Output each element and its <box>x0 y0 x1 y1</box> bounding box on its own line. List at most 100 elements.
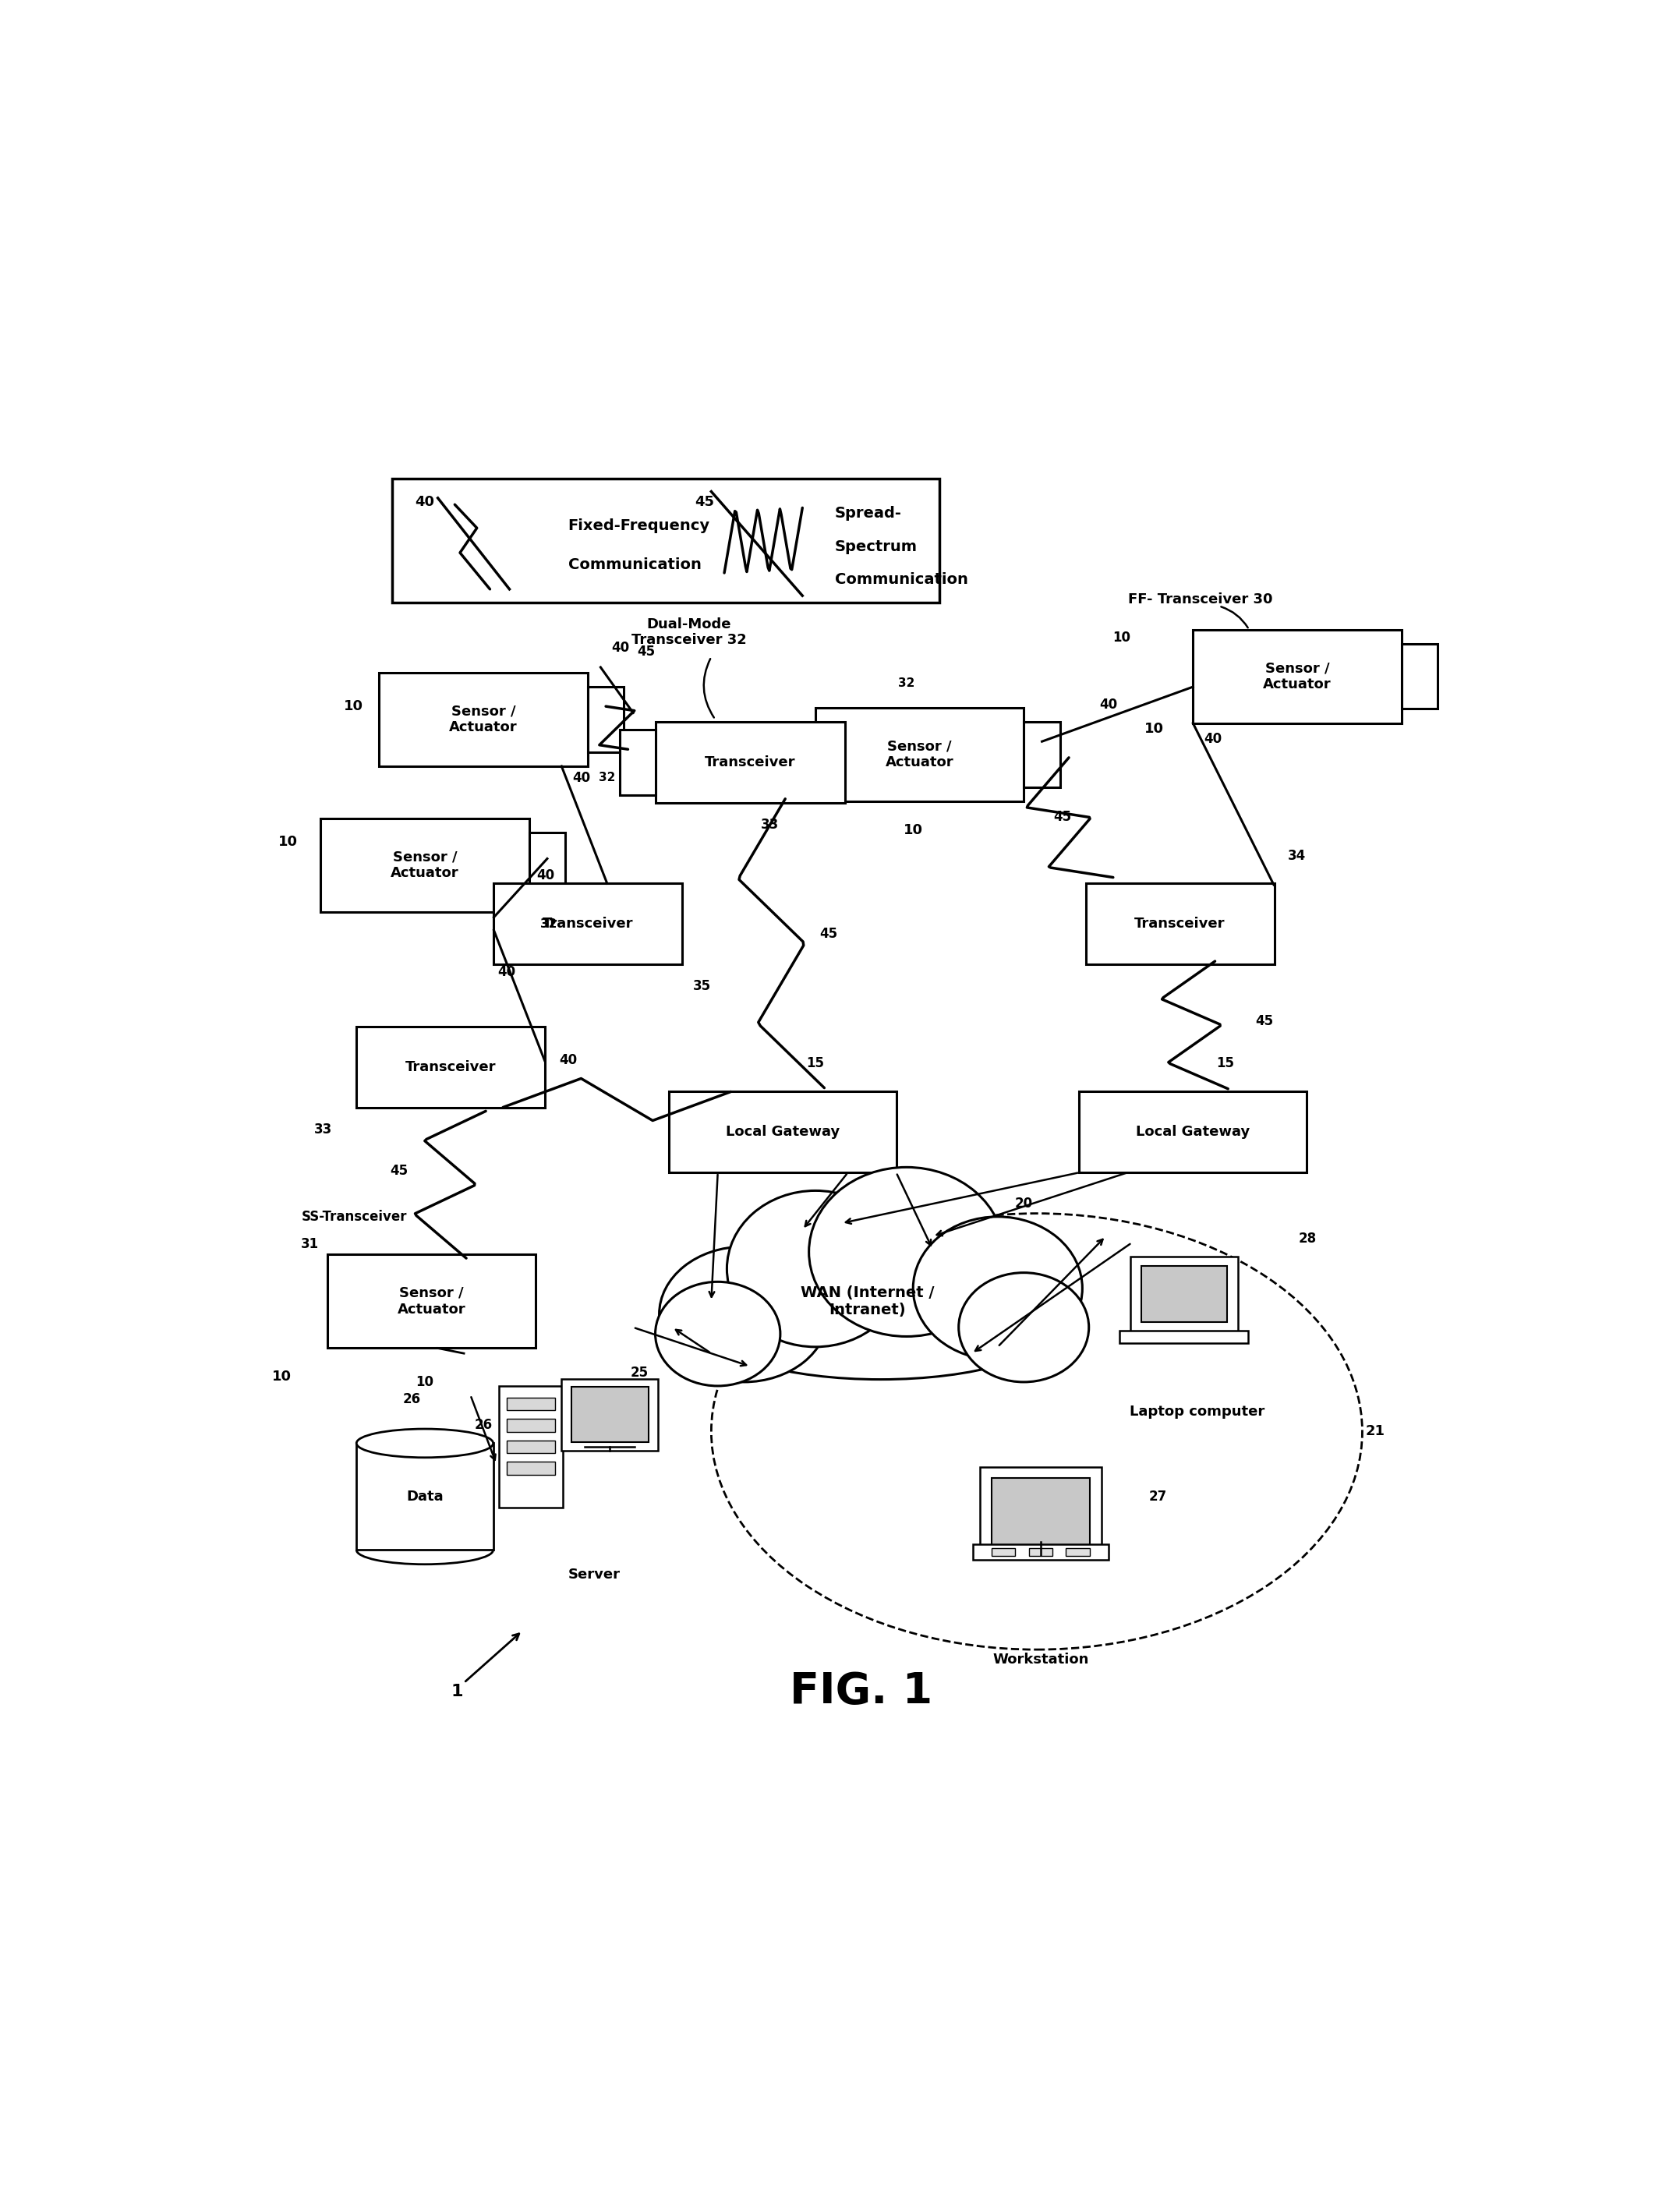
Ellipse shape <box>808 1167 1005 1337</box>
Text: 26: 26 <box>403 1392 420 1405</box>
Ellipse shape <box>659 1248 828 1383</box>
Text: 33: 33 <box>314 1123 333 1136</box>
Text: 10: 10 <box>1112 629 1131 645</box>
Text: Local Gateway: Local Gateway <box>1136 1125 1250 1138</box>
FancyBboxPatch shape <box>494 883 682 964</box>
Text: 25: 25 <box>630 1366 648 1381</box>
Text: Local Gateway: Local Gateway <box>726 1125 840 1138</box>
FancyBboxPatch shape <box>321 819 529 911</box>
Text: 27: 27 <box>1149 1490 1168 1503</box>
FancyBboxPatch shape <box>529 832 566 898</box>
Text: 10: 10 <box>272 1370 291 1383</box>
Text: 40: 40 <box>415 496 435 509</box>
Ellipse shape <box>808 1167 1005 1337</box>
FancyBboxPatch shape <box>1028 1547 1053 1556</box>
Text: 10: 10 <box>1144 721 1164 736</box>
Text: 34: 34 <box>1289 850 1307 863</box>
Text: 32: 32 <box>541 918 556 929</box>
FancyBboxPatch shape <box>499 1385 563 1508</box>
FancyBboxPatch shape <box>1067 1547 1090 1556</box>
Ellipse shape <box>655 1283 780 1385</box>
FancyBboxPatch shape <box>991 1547 1015 1556</box>
Text: 45: 45 <box>696 496 714 509</box>
Text: 32: 32 <box>598 771 615 784</box>
Ellipse shape <box>959 1272 1089 1383</box>
Text: Workstation: Workstation <box>993 1652 1089 1667</box>
Text: 1: 1 <box>452 1685 464 1700</box>
Text: Transceiver: Transceiver <box>706 756 796 769</box>
Text: FIG. 1: FIG. 1 <box>790 1672 932 1713</box>
Ellipse shape <box>727 1191 904 1346</box>
FancyBboxPatch shape <box>1079 1092 1307 1173</box>
Text: 45: 45 <box>1255 1014 1273 1029</box>
Text: Spread-: Spread- <box>835 505 902 520</box>
FancyBboxPatch shape <box>1085 883 1275 964</box>
FancyBboxPatch shape <box>1119 1331 1248 1344</box>
Text: 31: 31 <box>301 1237 319 1252</box>
Text: Sensor /
Actuator: Sensor / Actuator <box>391 850 459 881</box>
FancyBboxPatch shape <box>588 686 623 752</box>
FancyBboxPatch shape <box>507 1398 554 1409</box>
Text: 45: 45 <box>820 926 837 942</box>
Text: 26: 26 <box>474 1418 492 1431</box>
Text: 21: 21 <box>1366 1425 1384 1438</box>
Text: 15: 15 <box>1216 1055 1235 1071</box>
FancyBboxPatch shape <box>979 1468 1102 1556</box>
Text: 45: 45 <box>1053 811 1072 824</box>
FancyBboxPatch shape <box>507 1440 554 1453</box>
Text: Server: Server <box>568 1567 620 1582</box>
Text: Sensor /
Actuator: Sensor / Actuator <box>449 704 517 734</box>
FancyBboxPatch shape <box>380 673 588 767</box>
Text: 10: 10 <box>343 699 363 712</box>
FancyBboxPatch shape <box>815 708 1023 802</box>
FancyBboxPatch shape <box>1141 1265 1226 1322</box>
FancyBboxPatch shape <box>507 1462 554 1475</box>
Text: SS-Transceiver: SS-Transceiver <box>301 1210 407 1224</box>
Text: 40: 40 <box>538 870 554 883</box>
FancyBboxPatch shape <box>1401 645 1438 708</box>
Polygon shape <box>356 1444 494 1549</box>
Text: Sensor /
Actuator: Sensor / Actuator <box>396 1287 465 1315</box>
Text: Data: Data <box>407 1490 444 1503</box>
FancyBboxPatch shape <box>991 1477 1090 1545</box>
Ellipse shape <box>727 1191 904 1346</box>
Ellipse shape <box>959 1272 1089 1383</box>
Text: WAN (Internet /
Intranet): WAN (Internet / Intranet) <box>801 1285 934 1318</box>
Text: 40: 40 <box>497 966 516 979</box>
FancyBboxPatch shape <box>655 721 845 802</box>
Text: 45: 45 <box>390 1165 408 1178</box>
Text: 10: 10 <box>904 824 922 837</box>
Ellipse shape <box>912 1217 1082 1359</box>
Ellipse shape <box>356 1429 494 1457</box>
Text: FF- Transceiver 30: FF- Transceiver 30 <box>1127 592 1272 607</box>
Text: 28: 28 <box>1299 1232 1317 1245</box>
FancyBboxPatch shape <box>391 479 939 603</box>
Text: 33: 33 <box>761 817 780 832</box>
FancyBboxPatch shape <box>1023 721 1060 787</box>
Text: 40: 40 <box>1099 697 1117 712</box>
Text: Spectrum: Spectrum <box>835 540 917 555</box>
FancyBboxPatch shape <box>561 1379 659 1451</box>
Text: 10: 10 <box>417 1374 433 1390</box>
Text: Communication: Communication <box>835 572 968 588</box>
Text: Sensor /
Actuator: Sensor / Actuator <box>1263 662 1331 690</box>
FancyBboxPatch shape <box>571 1387 648 1442</box>
Text: Transceiver: Transceiver <box>1134 918 1225 931</box>
Text: Transceiver: Transceiver <box>543 918 633 931</box>
Ellipse shape <box>912 1217 1082 1359</box>
FancyBboxPatch shape <box>328 1254 536 1348</box>
Text: 15: 15 <box>806 1055 825 1071</box>
FancyBboxPatch shape <box>973 1545 1109 1560</box>
Text: 35: 35 <box>694 979 711 994</box>
Text: 40: 40 <box>559 1053 576 1068</box>
Text: Sensor /
Actuator: Sensor / Actuator <box>885 739 954 769</box>
Text: 20: 20 <box>1015 1197 1033 1210</box>
Text: Fixed-Frequency: Fixed-Frequency <box>568 518 711 533</box>
Text: 40: 40 <box>1203 732 1221 745</box>
Text: 45: 45 <box>637 645 655 658</box>
Text: Dual-Mode
Transceiver 32: Dual-Mode Transceiver 32 <box>632 616 746 647</box>
FancyBboxPatch shape <box>507 1418 554 1431</box>
FancyBboxPatch shape <box>669 1092 897 1173</box>
Text: Transceiver: Transceiver <box>405 1060 496 1075</box>
Ellipse shape <box>659 1248 828 1383</box>
